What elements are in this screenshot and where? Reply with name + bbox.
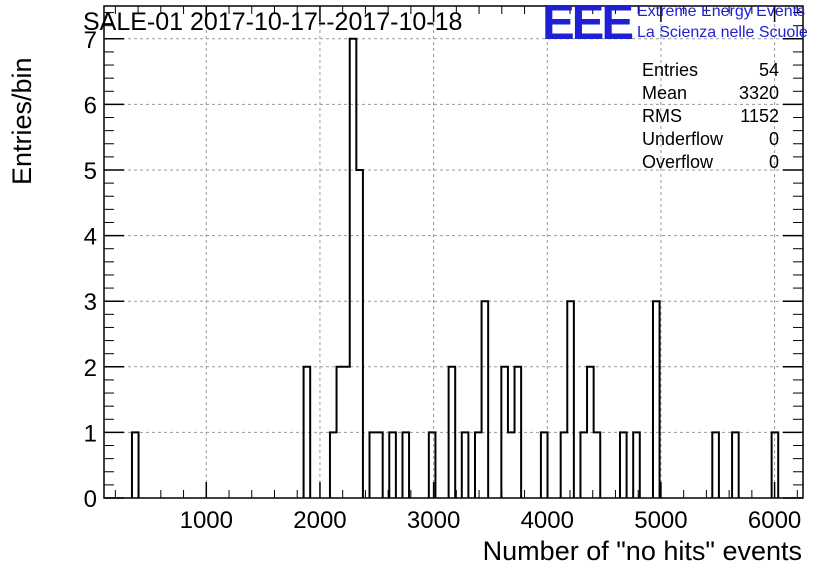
logo-line-1: Extreme Energy Events <box>637 3 806 20</box>
plot-frame <box>103 5 804 499</box>
y-tick-label: 3 <box>84 289 97 316</box>
x-tick-label: 6000 <box>748 507 801 534</box>
x-tick-label: 3000 <box>407 507 460 534</box>
y-tick-label: 0 <box>84 486 97 513</box>
stat-underflow: Underflow 0 <box>642 128 779 151</box>
x-axis-label: Number of "no hits" events <box>482 536 802 566</box>
stat-value: 1152 <box>740 106 779 126</box>
stat-value: 54 <box>758 60 779 80</box>
stat-rms: RMS 1152 <box>642 105 779 128</box>
stat-entries: Entries 54 <box>642 59 779 82</box>
x-tick-label: 2000 <box>293 507 346 534</box>
x-tick-label: 4000 <box>521 507 574 534</box>
y-axis-label: Entries/bin <box>7 57 37 185</box>
y-tick-label: 1 <box>84 420 97 447</box>
histogram-bin <box>508 432 515 498</box>
stat-label: Overflow <box>642 152 714 172</box>
stats-box: Entries 54 Mean 3320 RMS 1152 Underflow … <box>642 59 779 174</box>
stat-value: 0 <box>768 152 779 172</box>
y-tick-label: 7 <box>84 27 97 54</box>
stat-value: 3320 <box>738 83 779 103</box>
chart-title: SALE-01 2017-10-17--2017-10-18 <box>83 8 463 36</box>
x-tick-label: 5000 <box>634 507 687 534</box>
stat-overflow: Overflow 0 <box>642 151 779 174</box>
tick-labels: 0 1 2 3 4 5 6 7 1000 2000 3000 4000 5000 6000 <box>84 27 802 534</box>
grid <box>104 6 803 498</box>
y-tick-label: 6 <box>84 92 97 119</box>
stat-label: Mean <box>642 83 688 103</box>
x-tick-label: 1000 <box>180 507 233 534</box>
eee-logo: EEE <box>542 0 634 50</box>
stat-value: 0 <box>768 129 779 149</box>
stat-label: Entries <box>642 60 699 80</box>
y-tick-label: 5 <box>84 158 97 185</box>
y-tick-label: 4 <box>84 224 97 251</box>
stat-mean: Mean 3320 <box>642 82 779 105</box>
stat-label: Underflow <box>642 129 724 149</box>
stat-label: RMS <box>642 106 682 126</box>
histogram-outline <box>130 37 780 498</box>
y-tick-label: 2 <box>84 355 97 382</box>
logo-line-2: La Scienza nelle Scuole <box>637 24 808 41</box>
